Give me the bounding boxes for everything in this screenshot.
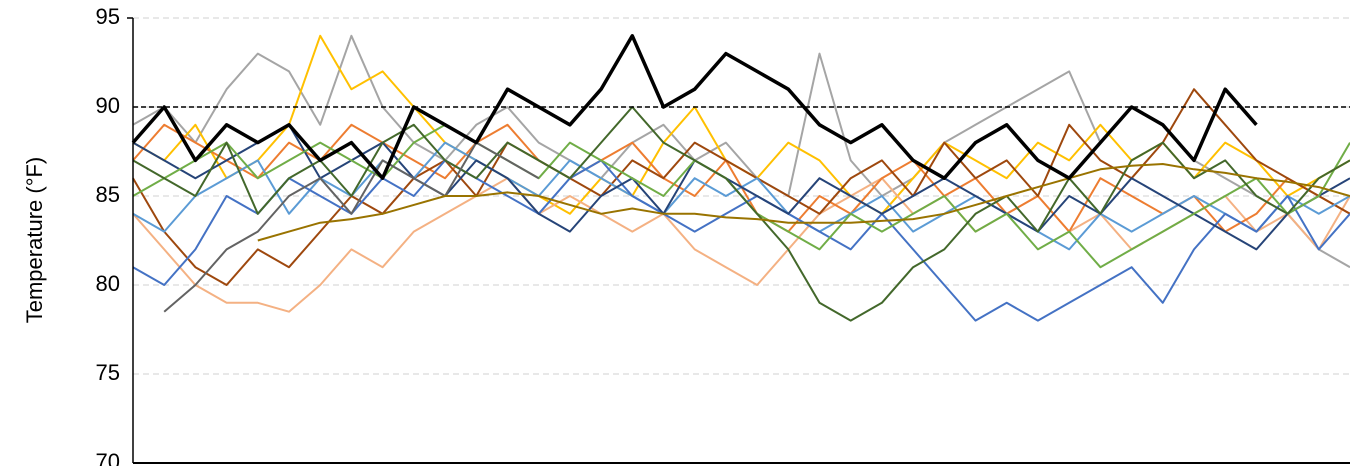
- series-line: [132, 123, 1350, 251]
- series-line: [132, 34, 1350, 269]
- y-axis-label: Temperature (°F): [22, 157, 47, 324]
- y-tick-label: 75: [96, 360, 120, 385]
- series-line: [132, 88, 1350, 286]
- series-line: [132, 106, 1350, 322]
- series-line: [131, 34, 1258, 180]
- y-tick-label: 70: [96, 449, 120, 466]
- series-line: [132, 159, 1350, 322]
- series-line: [132, 123, 1350, 233]
- y-tick-label: 95: [96, 4, 120, 29]
- series-line: [257, 163, 1350, 242]
- y-tick-label: 85: [96, 182, 120, 207]
- y-tick-label: 80: [96, 271, 120, 296]
- y-tick-label: 90: [96, 93, 120, 118]
